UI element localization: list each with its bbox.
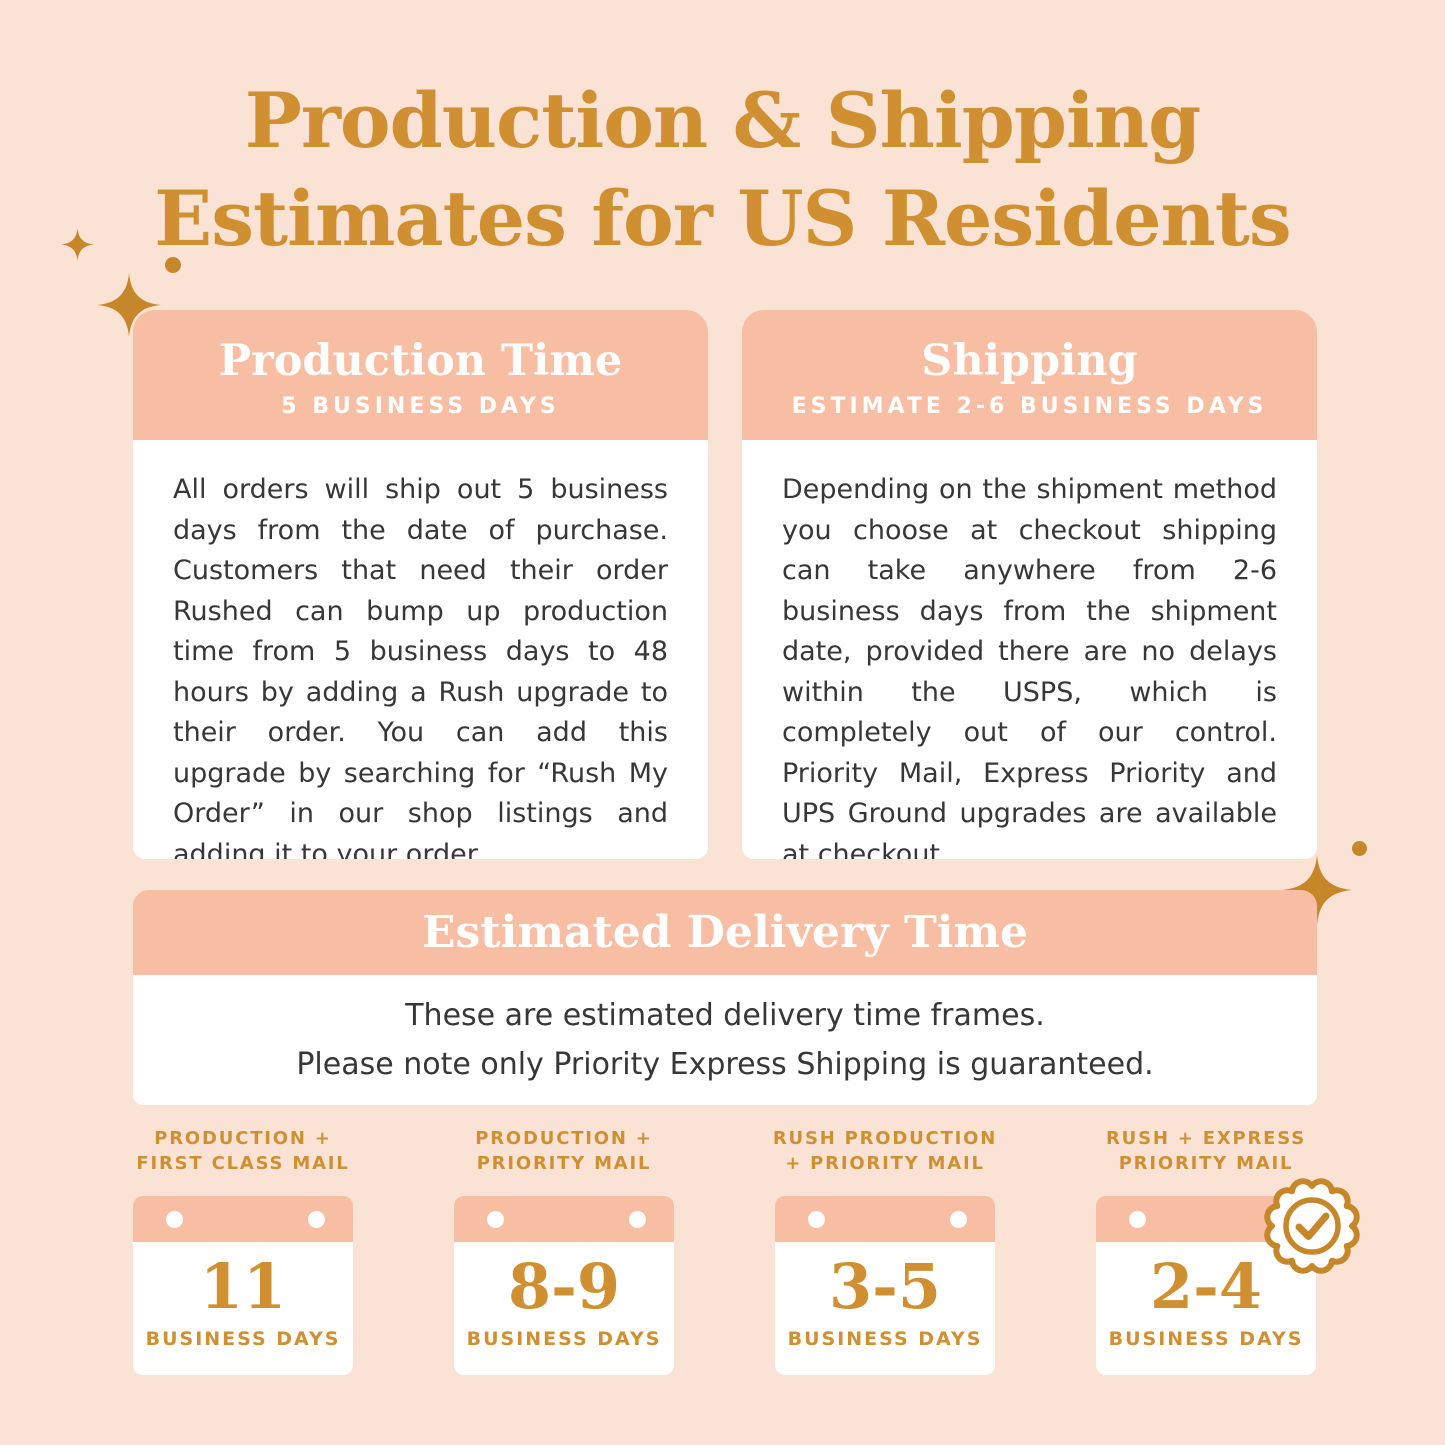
calendar-ring-dot xyxy=(1129,1211,1146,1228)
calendar-icon: 8-9 BUSINESS DAYS xyxy=(454,1196,674,1375)
calendar-ring-dot xyxy=(166,1211,183,1228)
calendar-header xyxy=(454,1196,674,1242)
shipping-title: Shipping xyxy=(921,336,1138,386)
estimate-days: 8-9 xyxy=(507,1250,620,1323)
estimate-label: RUSH + EXPRESS PRIORITY MAIL xyxy=(1106,1128,1306,1174)
delivery-note-line2: Please note only Priority Express Shippi… xyxy=(296,1047,1154,1082)
estimate-first-class: PRODUCTION + FIRST CLASS MAIL 11 BUSINES… xyxy=(93,1126,393,1375)
sparkle-icon xyxy=(97,273,161,337)
calendar-ring-dot xyxy=(950,1211,967,1228)
page-title-line2: Estimates for US Residents xyxy=(154,174,1291,263)
estimate-unit: BUSINESS DAYS xyxy=(1108,1328,1304,1350)
calendar-header xyxy=(775,1196,995,1242)
delivery-time-banner: Estimated Delivery Time These are estima… xyxy=(133,890,1317,1105)
delivery-note-line1: These are estimated delivery time frames… xyxy=(405,998,1045,1033)
estimate-rush-express: RUSH + EXPRESS PRIORITY MAIL 2-4 BUSINES… xyxy=(1056,1126,1356,1375)
sparkle-icon xyxy=(1282,855,1352,925)
calendar-ring-dot xyxy=(308,1211,325,1228)
page-title-line1: Production & Shipping xyxy=(244,76,1202,165)
page-title: Production & Shipping Estimates for US R… xyxy=(0,72,1445,268)
production-time-title: Production Time xyxy=(218,336,623,386)
production-time-subtitle: 5 BUSINESS DAYS xyxy=(281,394,560,419)
estimate-unit: BUSINESS DAYS xyxy=(466,1328,662,1350)
calendar-body: 11 BUSINESS DAYS xyxy=(133,1242,353,1375)
delivery-banner-body: These are estimated delivery time frames… xyxy=(133,975,1317,1105)
calendar-icon: 2-4 BUSINESS DAYS xyxy=(1096,1196,1316,1375)
dot-icon xyxy=(1352,841,1367,856)
calendar-header xyxy=(133,1196,353,1242)
calendar-body: 8-9 BUSINESS DAYS xyxy=(454,1242,674,1375)
shipping-card: Shipping ESTIMATE 2-6 BUSINESS DAYS Depe… xyxy=(742,310,1317,859)
estimate-days: 3-5 xyxy=(828,1250,941,1323)
shipping-text: Depending on the shipment method you cho… xyxy=(782,474,1277,859)
production-time-body: All orders will ship out 5 business days… xyxy=(133,440,708,859)
estimate-days: 11 xyxy=(199,1250,287,1323)
production-time-text: All orders will ship out 5 business days… xyxy=(173,474,668,859)
delivery-banner-title: Estimated Delivery Time xyxy=(421,907,1029,958)
shipping-card-header: Shipping ESTIMATE 2-6 BUSINESS DAYS xyxy=(742,310,1317,440)
estimate-unit: BUSINESS DAYS xyxy=(145,1328,341,1350)
calendar-ring-dot xyxy=(808,1211,825,1228)
production-time-card-header: Production Time 5 BUSINESS DAYS xyxy=(133,310,708,440)
estimate-label: PRODUCTION + FIRST CLASS MAIL xyxy=(136,1128,350,1174)
calendar-body: 2-4 BUSINESS DAYS xyxy=(1096,1242,1316,1375)
calendar-ring-dot xyxy=(487,1211,504,1228)
calendar-ring-dot xyxy=(629,1211,646,1228)
shipping-subtitle: ESTIMATE 2-6 BUSINESS DAYS xyxy=(791,394,1268,419)
estimate-label: PRODUCTION + PRIORITY MAIL xyxy=(475,1128,653,1174)
calendar-icon: 11 BUSINESS DAYS xyxy=(133,1196,353,1375)
guaranteed-badge-icon xyxy=(1264,1178,1360,1274)
estimate-unit: BUSINESS DAYS xyxy=(787,1328,983,1350)
production-time-card: Production Time 5 BUSINESS DAYS All orde… xyxy=(133,310,708,859)
delivery-banner-header: Estimated Delivery Time xyxy=(133,890,1317,975)
shipping-body: Depending on the shipment method you cho… xyxy=(742,440,1317,859)
estimate-priority: PRODUCTION + PRIORITY MAIL 8-9 BUSINESS … xyxy=(414,1126,714,1375)
estimate-label: RUSH PRODUCTION + PRIORITY MAIL xyxy=(772,1128,998,1174)
calendar-icon: 3-5 BUSINESS DAYS xyxy=(775,1196,995,1375)
sparkle-icon xyxy=(61,228,94,261)
estimate-rush-priority: RUSH PRODUCTION + PRIORITY MAIL 3-5 BUSI… xyxy=(735,1126,1035,1375)
calendar-body: 3-5 BUSINESS DAYS xyxy=(775,1242,995,1375)
estimate-days: 2-4 xyxy=(1149,1250,1262,1323)
dot-icon xyxy=(165,257,181,273)
